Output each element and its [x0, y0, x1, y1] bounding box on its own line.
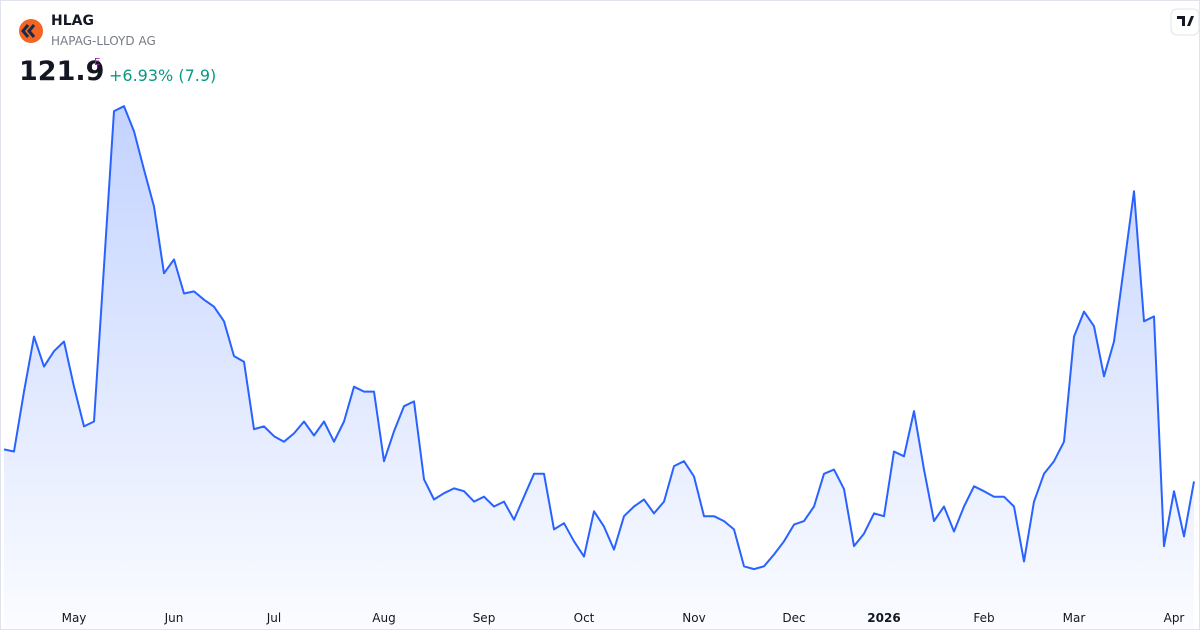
x-tick-label: Feb	[973, 611, 994, 625]
x-tick-label: Aug	[372, 611, 395, 625]
logo-mark	[21, 24, 36, 38]
x-tick-label: Apr	[1164, 611, 1185, 625]
price-line	[3, 105, 1195, 571]
x-tick-label: Nov	[682, 611, 705, 625]
x-tick-label: Jun	[164, 611, 184, 625]
x-tick-label: 2026	[867, 611, 900, 625]
price: 121.9	[19, 56, 105, 87]
price-flag: E	[94, 57, 101, 68]
x-tick-label: Mar	[1063, 611, 1086, 625]
x-tick-label: May	[62, 611, 87, 625]
price-change: +6.93% (7.9)	[109, 66, 217, 85]
x-tick-label: Jul	[266, 611, 281, 625]
area-fill	[4, 106, 1194, 629]
company: HAPAG-LLOYD AG	[51, 34, 156, 48]
logo	[19, 19, 43, 43]
x-tick-label: Dec	[782, 611, 805, 625]
x-tick-label: Sep	[473, 611, 496, 625]
ticker: HLAG	[51, 13, 94, 29]
tv-logo-mark	[1177, 16, 1194, 26]
x-tick-label: Oct	[574, 611, 595, 625]
